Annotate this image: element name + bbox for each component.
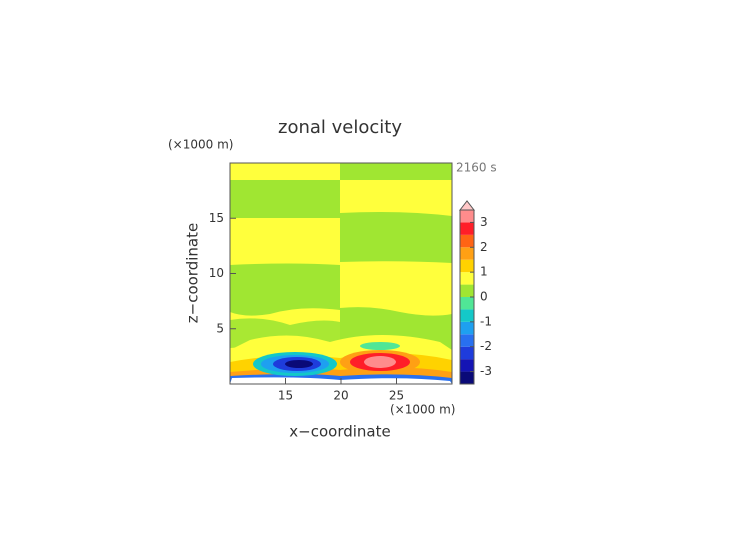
colorbar-tick-label: -2 [480, 339, 492, 353]
colorbar-band [460, 222, 474, 235]
colorbar-band [460, 284, 474, 297]
colorbar-band [460, 309, 474, 322]
y-tick-label: 15 [209, 211, 224, 225]
colorbar-tick-label: 1 [480, 265, 488, 279]
colorbar-tick-label: 0 [480, 290, 488, 304]
y-tick-label: 5 [216, 321, 224, 335]
colorbar-band [460, 334, 474, 347]
colorbar-tick-label: 3 [480, 215, 488, 229]
colorbar-band [460, 247, 474, 260]
chart-title: zonal velocity [278, 117, 402, 138]
colorbar-band [460, 210, 474, 223]
x-tick-label: 20 [333, 389, 348, 403]
colorbar-band [460, 234, 474, 248]
colorbar-band [460, 297, 474, 310]
x-unit: (×1000 m) [390, 403, 455, 417]
x-tick-label: 25 [389, 389, 404, 403]
colorbar-band [460, 272, 474, 285]
colorbar-band [460, 359, 474, 372]
contour-field [230, 163, 452, 384]
colorbar-tick-label: 2 [480, 240, 488, 254]
colorbar-tick-label: -1 [480, 314, 492, 328]
x-tick-label: 15 [278, 389, 293, 403]
y-tick-label: 10 [209, 266, 224, 280]
y-axis-label: z−coordinate [184, 223, 202, 323]
colorbar-band [460, 259, 474, 273]
time-label: 2160 s [456, 161, 497, 175]
colorbar-tick-label: -3 [480, 364, 492, 378]
colorbar-band [460, 346, 474, 360]
x-axis-label: x−coordinate [289, 423, 390, 441]
colorbar-extend [458, 200, 476, 211]
colorbar-band [460, 371, 474, 384]
colorbar-band [460, 321, 474, 335]
y-unit: (×1000 m) [168, 138, 233, 152]
